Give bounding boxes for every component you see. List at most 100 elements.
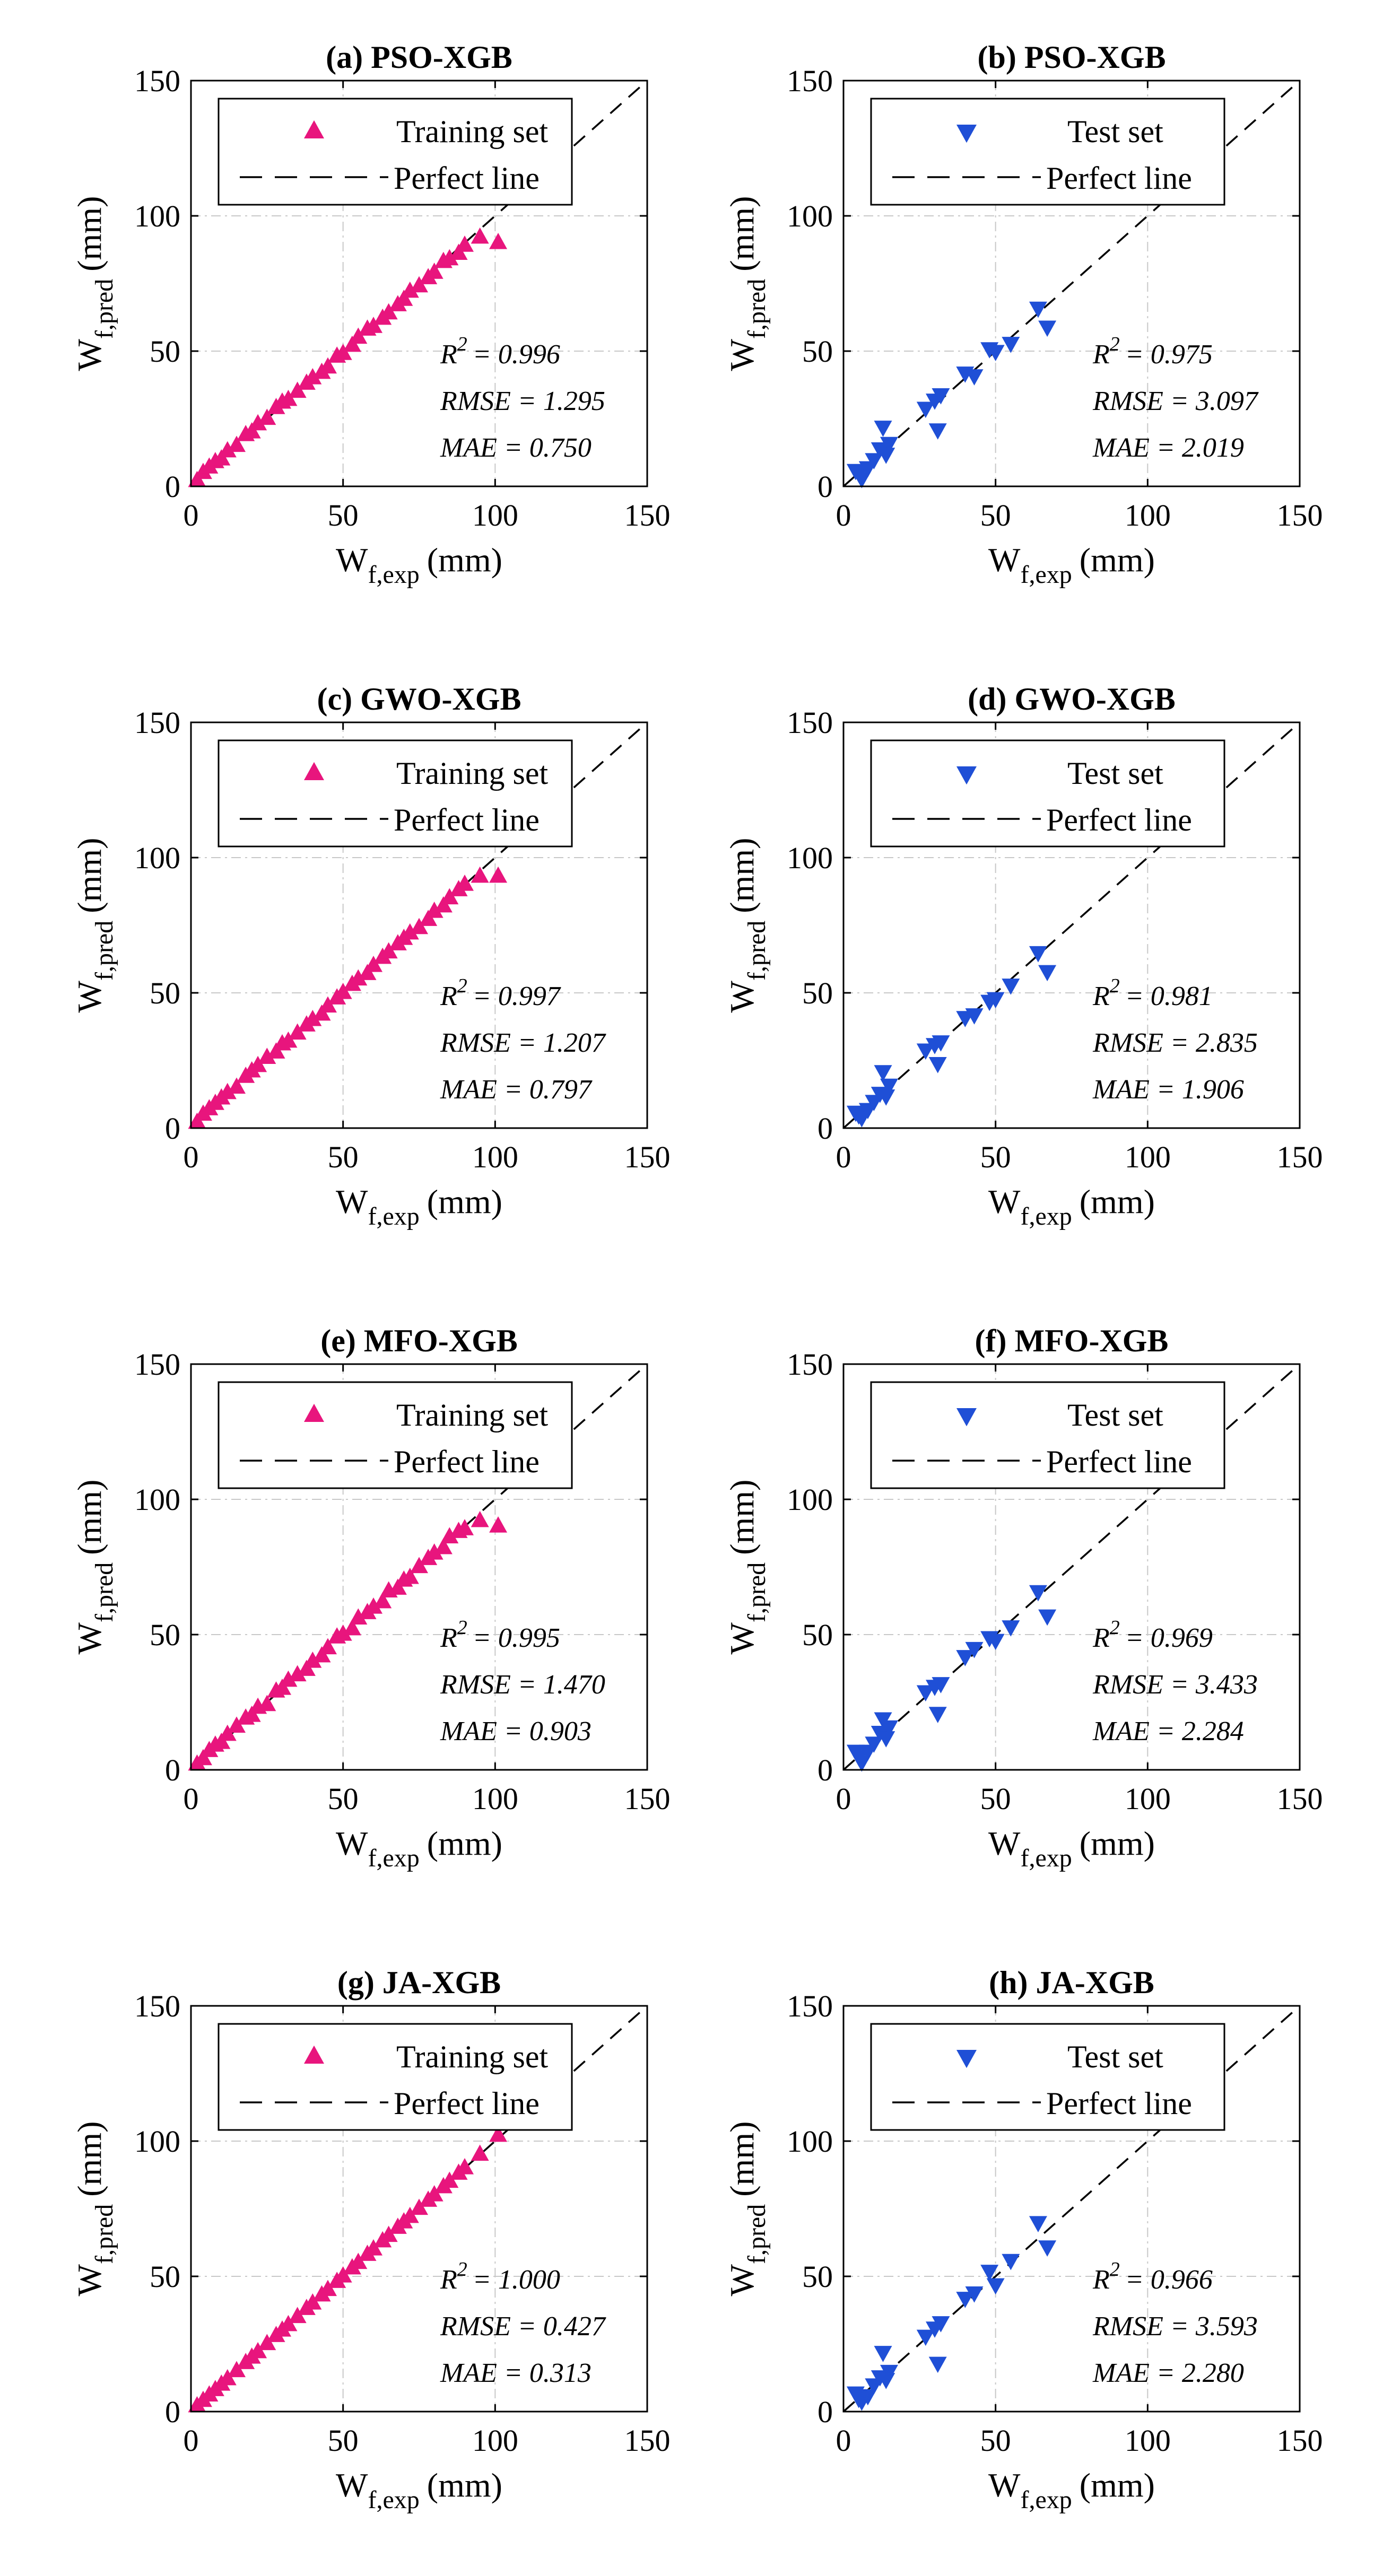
x-tick-label: 150 xyxy=(1277,498,1323,532)
r2-label: R xyxy=(1092,2265,1110,2295)
y-label-main: W xyxy=(71,2264,108,2296)
panel-title: (c) GWO-XGB xyxy=(317,682,521,717)
x-tick-label: 0 xyxy=(184,1782,199,1816)
test-point xyxy=(928,1056,947,1073)
y-label-sub: f,pred xyxy=(743,1562,771,1622)
test-point xyxy=(956,1650,975,1666)
legend-marker-label: Training set xyxy=(396,756,548,791)
legend-training-marker xyxy=(304,1403,324,1422)
r2-text: R2 = 0.975 xyxy=(1092,333,1213,370)
test-point xyxy=(1038,320,1057,337)
training-point xyxy=(242,1706,261,1722)
training-point xyxy=(258,2334,276,2351)
test-point xyxy=(1002,979,1020,995)
y-tick-label: 150 xyxy=(787,1347,833,1382)
test-point xyxy=(865,453,883,469)
rmse-text: RMSE = 1.295 xyxy=(440,386,605,416)
perfect-line xyxy=(843,81,1300,486)
training-point xyxy=(410,1557,428,1574)
training-point xyxy=(288,2307,307,2324)
test-point xyxy=(928,2356,947,2373)
r2-superscript: 2 xyxy=(1110,975,1120,997)
legend-box xyxy=(218,2023,573,2131)
legend-test-marker xyxy=(956,2050,977,2068)
panel-title: (e) MFO-XGB xyxy=(320,1323,518,1358)
y-label-main: W xyxy=(71,1622,108,1654)
y-label-sub: f,pred xyxy=(743,2204,771,2264)
y-tick-label: 0 xyxy=(165,1111,180,1146)
y-axis-label: Wf,pred (mm) xyxy=(71,1480,118,1655)
y-tick-label: 50 xyxy=(150,2259,180,2294)
training-point xyxy=(456,235,474,252)
y-tick-label: 0 xyxy=(817,469,833,504)
r2-text: R2 = 0.981 xyxy=(1092,975,1213,1011)
training-point xyxy=(218,2369,237,2386)
x-label-main: W xyxy=(988,1183,1021,1220)
y-axis-label: Wf,pred (mm) xyxy=(71,196,118,371)
y-tick-label: 150 xyxy=(787,705,833,740)
perfect-line xyxy=(843,722,1300,1128)
x-axis-label: Wf,exp (mm) xyxy=(336,2466,502,2514)
test-point xyxy=(874,421,892,437)
test-point xyxy=(965,2286,984,2303)
y-label-main: W xyxy=(723,1622,761,1654)
legend-line-label: Perfect line xyxy=(394,161,540,196)
x-label-unit: (mm) xyxy=(1080,1183,1155,1220)
legend-box xyxy=(870,2023,1225,2131)
x-tick-label: 150 xyxy=(1277,1140,1323,1174)
y-tick-label: 50 xyxy=(150,334,180,369)
test-point xyxy=(956,2292,975,2308)
training-point xyxy=(334,2266,352,2283)
training-point xyxy=(279,1670,298,1687)
training-point xyxy=(228,435,246,452)
y-label-sub: f,pred xyxy=(90,279,118,339)
training-point xyxy=(425,2185,443,2202)
r2-superscript: 2 xyxy=(1110,1617,1120,1639)
test-point xyxy=(986,1634,1005,1651)
metrics: R2 = 0.997 RMSE = 1.207 MAE = 0.797 xyxy=(440,975,606,1105)
x-tick-label: 50 xyxy=(980,2423,1011,2458)
x-label-unit: (mm) xyxy=(427,541,502,579)
y-tick-label: 0 xyxy=(817,1753,833,1787)
training-point xyxy=(434,1538,453,1555)
legend: Test set Perfect line xyxy=(870,98,1225,206)
r2-superscript: 2 xyxy=(457,975,467,997)
y-tick-label: 0 xyxy=(165,469,180,504)
y-label-main: W xyxy=(71,980,108,1012)
r2-superscript: 2 xyxy=(457,333,467,355)
y-tick-label: 100 xyxy=(134,1482,180,1517)
metrics: R2 = 0.995 RMSE = 1.470 MAE = 0.903 xyxy=(440,1617,605,1747)
x-tick-label: 50 xyxy=(328,498,359,532)
r2-value: = 0.996 xyxy=(473,339,560,370)
test-point xyxy=(916,401,935,418)
test-point xyxy=(932,2316,950,2333)
y-label-unit: (mm) xyxy=(723,196,761,272)
y-axis-label: Wf,pred (mm) xyxy=(723,2121,771,2296)
test-point xyxy=(932,1677,950,1693)
training-point xyxy=(249,1055,267,1072)
training-point xyxy=(401,923,419,940)
x-label-unit: (mm) xyxy=(427,1183,502,1220)
y-label-main: W xyxy=(723,338,761,371)
y-tick-label: 0 xyxy=(165,1753,180,1787)
r2-superscript: 2 xyxy=(1110,2258,1120,2281)
x-label-unit: (mm) xyxy=(1080,2466,1155,2504)
axes-box xyxy=(842,1363,1301,1771)
y-label-unit: (mm) xyxy=(71,838,108,913)
r2-text: R2 = 0.969 xyxy=(1092,1617,1213,1653)
training-point xyxy=(334,344,352,360)
test-point xyxy=(877,1731,895,1748)
legend-box xyxy=(218,1381,573,1489)
y-label-unit: (mm) xyxy=(723,2121,761,2197)
training-point xyxy=(288,1665,307,1682)
training-point xyxy=(471,1510,489,1527)
training-point xyxy=(303,1010,322,1026)
legend-marker-label: Training set xyxy=(396,114,548,149)
panel-title: (d) GWO-XGB xyxy=(968,682,1176,717)
scatter-points xyxy=(188,1510,508,1771)
legend-box xyxy=(218,98,573,206)
